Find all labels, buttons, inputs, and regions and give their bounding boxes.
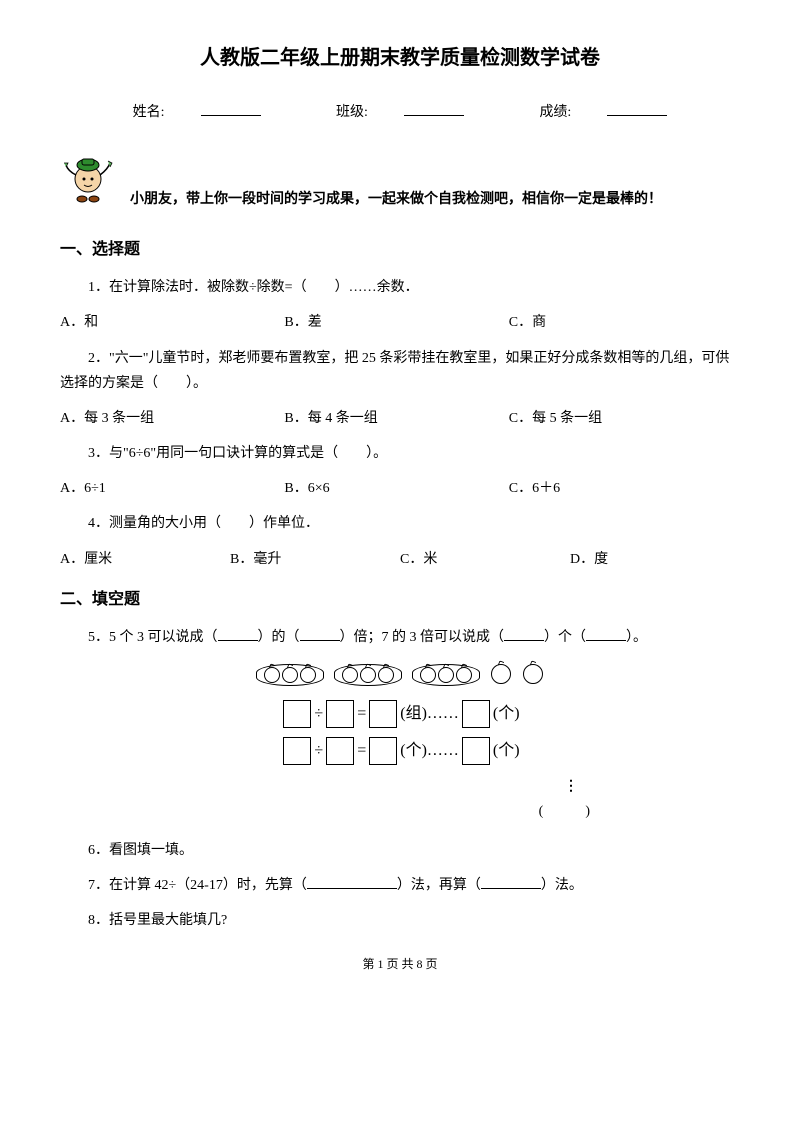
q4-opt-a[interactable]: A．厘米	[60, 547, 230, 572]
eq1-box-4[interactable]	[462, 700, 490, 728]
encourage-text: 小朋友，带上你一段时间的学习成果，一起来做个自我检测吧，相信你一定是最棒的！	[130, 187, 662, 218]
q5-blank-4[interactable]	[586, 626, 626, 641]
section-2-heading: 二、填空题	[60, 586, 740, 615]
equation-2: ÷=(个)……(个)	[60, 737, 740, 766]
q1-options: A．和 B．差 C．商	[60, 310, 740, 335]
apple-extra-2	[523, 664, 543, 684]
apple-extra-1	[491, 664, 511, 684]
score-blank[interactable]	[607, 101, 667, 116]
vertical-dots: ⋮	[60, 774, 740, 799]
q1-opt-b[interactable]: B．差	[284, 310, 508, 335]
q4-text: 4．测量角的大小用（ ）作单位．	[60, 511, 740, 536]
paren-blank[interactable]: ( )	[60, 799, 740, 824]
eq1-box-2[interactable]	[326, 700, 354, 728]
plate-3	[412, 664, 480, 686]
q3-text: 3．与"6÷6"用同一句口诀计算的算式是（ ）。	[60, 441, 740, 466]
plate-2	[334, 664, 402, 686]
name-label: 姓名:	[133, 105, 165, 120]
q4-opt-d[interactable]: D．度	[570, 547, 740, 572]
eq2-box-2[interactable]	[326, 737, 354, 765]
q4-opt-b[interactable]: B．毫升	[230, 547, 400, 572]
q1-opt-a[interactable]: A．和	[60, 310, 284, 335]
page-title: 人教版二年级上册期末教学质量检测数学试卷	[60, 40, 740, 76]
q8-text: 8．括号里最大能填几?	[60, 908, 740, 933]
q7-blank-2[interactable]	[481, 874, 541, 889]
equation-1: ÷=(组)……(个)	[60, 700, 740, 729]
q4-options: A．厘米 B．毫升 C．米 D．度	[60, 547, 740, 572]
q7-text: 7．在计算 42÷（24-17）时，先算（）法，再算（）法。	[60, 873, 740, 898]
q6-text: 6．看图填一填。	[60, 838, 740, 863]
q2-opt-c[interactable]: C．每 5 条一组	[509, 406, 733, 431]
q1-text: 1．在计算除法时．被除数÷除数=（ ）……余数．	[60, 275, 740, 300]
eq1-box-1[interactable]	[283, 700, 311, 728]
q2-opt-a[interactable]: A．每 3 条一组	[60, 406, 284, 431]
q5-blank-3[interactable]	[504, 626, 544, 641]
q7-blank-1[interactable]	[307, 874, 397, 889]
apple-diagram: ÷=(组)……(个) ÷=(个)……(个) ⋮ ( )	[60, 664, 740, 824]
q3-options: A．6÷1 B．6×6 C．6＋6	[60, 476, 740, 501]
section-1-heading: 一、选择题	[60, 236, 740, 265]
score-label: 成绩:	[539, 105, 571, 120]
eq1-box-3[interactable]	[369, 700, 397, 728]
q5-text: 5．5 个 3 可以说成（）的（）倍；7 的 3 倍可以说成（）个（）。	[60, 625, 740, 650]
eq2-box-1[interactable]	[283, 737, 311, 765]
q2-text: 2．"六一"儿童节时，郑老师要布置教室，把 25 条彩带挂在教室里，如果正好分成…	[60, 346, 740, 396]
eq2-box-4[interactable]	[462, 737, 490, 765]
q2-options: A．每 3 条一组 B．每 4 条一组 C．每 5 条一组	[60, 406, 740, 431]
plate-1	[256, 664, 324, 686]
q3-opt-b[interactable]: B．6×6	[284, 476, 508, 501]
mascot-icon	[60, 149, 120, 218]
q2-opt-b[interactable]: B．每 4 条一组	[284, 406, 508, 431]
q1-opt-c[interactable]: C．商	[509, 310, 733, 335]
q3-opt-c[interactable]: C．6＋6	[509, 476, 733, 501]
page-footer: 第 1 页 共 8 页	[60, 954, 740, 976]
name-blank[interactable]	[201, 101, 261, 116]
eq2-box-3[interactable]	[369, 737, 397, 765]
q4-opt-c[interactable]: C．米	[400, 547, 570, 572]
info-line: 姓名: 班级: 成绩:	[60, 100, 740, 125]
q5-blank-1[interactable]	[218, 626, 258, 641]
class-blank[interactable]	[404, 101, 464, 116]
q3-opt-a[interactable]: A．6÷1	[60, 476, 284, 501]
q5-blank-2[interactable]	[300, 626, 340, 641]
class-label: 班级:	[336, 105, 368, 120]
